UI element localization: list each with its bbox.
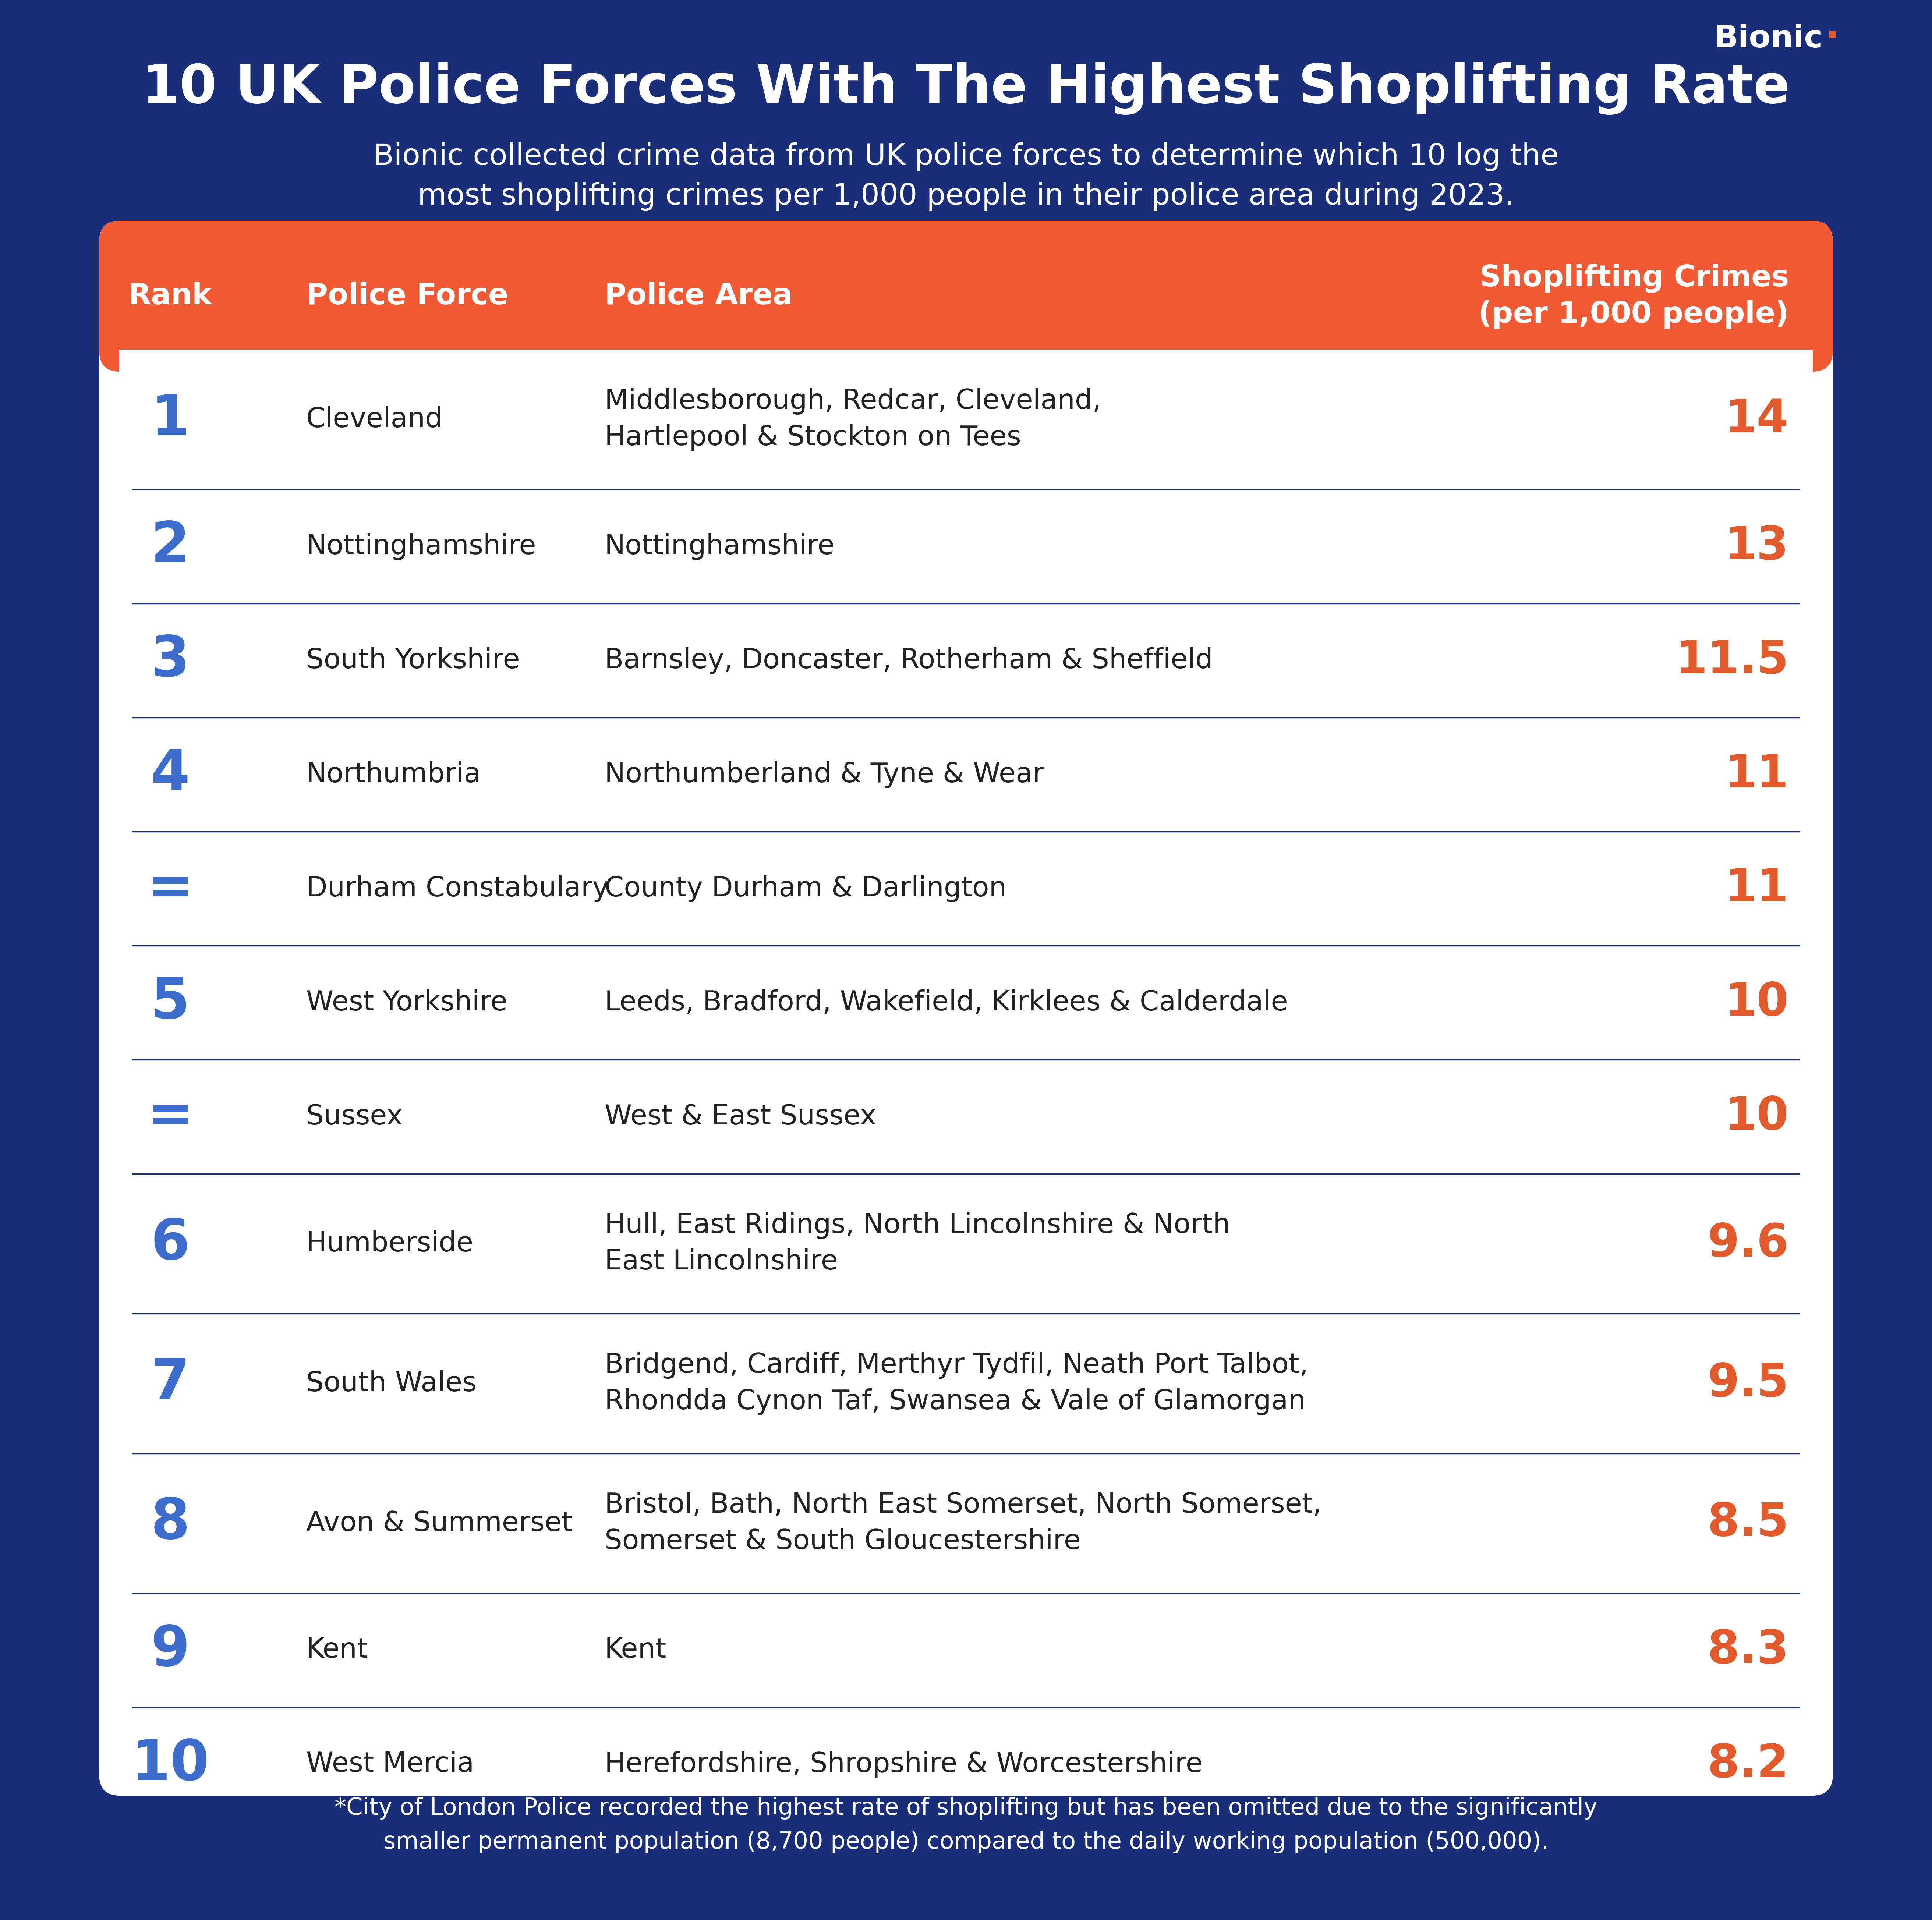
Text: South Yorkshire: South Yorkshire: [305, 647, 520, 674]
Bar: [120, 349, 1812, 378]
Text: 10: 10: [1725, 1094, 1789, 1139]
Text: Police Force: Police Force: [305, 282, 508, 311]
Text: Nottinghamshire: Nottinghamshire: [605, 534, 835, 561]
Text: Northumberland & Tyne & Wear: Northumberland & Tyne & Wear: [605, 760, 1043, 787]
Text: Police Area: Police Area: [605, 282, 792, 311]
Text: County Durham & Darlington: County Durham & Darlington: [605, 876, 1007, 902]
Text: 10: 10: [131, 1738, 209, 1791]
Text: 5: 5: [151, 975, 189, 1031]
Text: 9.5: 9.5: [1708, 1361, 1789, 1405]
Text: Kent: Kent: [605, 1638, 667, 1665]
Text: Rank: Rank: [128, 282, 213, 311]
Text: 8.3: 8.3: [1708, 1628, 1789, 1672]
Text: =: =: [147, 1089, 193, 1144]
Text: 9: 9: [151, 1622, 189, 1678]
Text: 14: 14: [1725, 397, 1789, 442]
Text: *City of London Police recorded the highest rate of shoplifting but has been omi: *City of London Police recorded the high…: [334, 1797, 1598, 1853]
Text: West Yorkshire: West Yorkshire: [305, 989, 508, 1016]
Text: Durham Constabulary: Durham Constabulary: [305, 876, 609, 902]
Text: Barnsley, Doncaster, Rotherham & Sheffield: Barnsley, Doncaster, Rotherham & Sheffie…: [605, 647, 1213, 674]
FancyBboxPatch shape: [99, 221, 1833, 372]
Text: Cleveland: Cleveland: [305, 405, 442, 432]
Text: Bristol, Bath, North East Somerset, North Somerset,
Somerset & South Gloucesters: Bristol, Bath, North East Somerset, Nort…: [605, 1492, 1321, 1555]
Text: 4: 4: [151, 747, 189, 803]
Text: 10: 10: [1725, 981, 1789, 1025]
Text: Shoplifting Crimes
(per 1,000 people): Shoplifting Crimes (per 1,000 people): [1478, 263, 1789, 328]
FancyBboxPatch shape: [99, 221, 1833, 1795]
Text: 8.2: 8.2: [1708, 1741, 1789, 1788]
Bar: [120, 296, 1812, 351]
Text: =: =: [147, 862, 193, 916]
Text: Bridgend, Cardiff, Merthyr Tydfil, Neath Port Talbot,
Rhondda Cynon Taf, Swansea: Bridgend, Cardiff, Merthyr Tydfil, Neath…: [605, 1352, 1308, 1415]
Text: Humberside: Humberside: [305, 1231, 473, 1258]
Text: Bionic: Bionic: [1714, 23, 1822, 54]
Text: Middlesborough, Redcar, Cleveland,
Hartlepool & Stockton on Tees: Middlesborough, Redcar, Cleveland, Hartl…: [605, 388, 1101, 451]
Text: Hull, East Ridings, North Lincolnshire & North
East Lincolnshire: Hull, East Ridings, North Lincolnshire &…: [605, 1212, 1231, 1275]
Text: 6: 6: [151, 1215, 189, 1271]
Text: 11: 11: [1725, 866, 1789, 910]
Text: Herefordshire, Shropshire & Worcestershire: Herefordshire, Shropshire & Worcestershi…: [605, 1751, 1202, 1778]
Text: 2: 2: [151, 518, 189, 574]
Text: ·: ·: [1826, 19, 1839, 54]
Text: West Mercia: West Mercia: [305, 1751, 473, 1778]
Text: 1: 1: [151, 392, 189, 447]
Text: 10 UK Police Forces With The Highest Shoplifting Rate: 10 UK Police Forces With The Highest Sho…: [143, 61, 1789, 115]
Text: 7: 7: [151, 1356, 189, 1411]
Text: 11: 11: [1725, 753, 1789, 797]
Text: Sussex: Sussex: [305, 1104, 402, 1131]
Text: Bionic collected crime data from UK police forces to determine which 10 log the
: Bionic collected crime data from UK poli…: [373, 142, 1559, 211]
Text: South Wales: South Wales: [305, 1371, 477, 1398]
Text: Northumbria: Northumbria: [305, 760, 481, 787]
Text: West & East Sussex: West & East Sussex: [605, 1104, 877, 1131]
Text: 11.5: 11.5: [1675, 637, 1789, 684]
Text: 8: 8: [151, 1496, 189, 1551]
Text: Leeds, Bradford, Wakefield, Kirklees & Calderdale: Leeds, Bradford, Wakefield, Kirklees & C…: [605, 989, 1289, 1016]
Text: Kent: Kent: [305, 1638, 367, 1665]
Text: 3: 3: [151, 634, 189, 687]
Text: 8.5: 8.5: [1708, 1501, 1789, 1546]
Text: 9.6: 9.6: [1708, 1221, 1789, 1265]
Text: Nottinghamshire: Nottinghamshire: [305, 534, 537, 561]
Text: 13: 13: [1725, 524, 1789, 568]
Text: Avon & Summerset: Avon & Summerset: [305, 1509, 572, 1536]
